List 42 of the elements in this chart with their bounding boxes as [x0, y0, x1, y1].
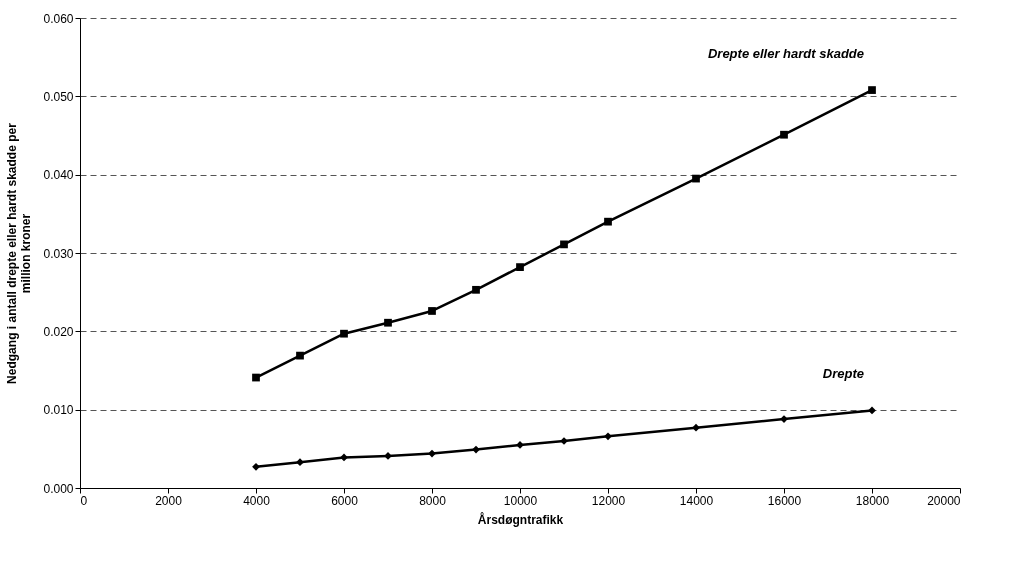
point — [604, 432, 612, 441]
x-tick-label: 12000 — [591, 493, 626, 508]
x-tick-label: 6000 — [331, 493, 359, 508]
point — [252, 373, 260, 382]
point — [692, 423, 700, 432]
x-tick-label: 8000 — [419, 493, 447, 508]
text: Drepte — [822, 366, 864, 382]
y-tick-label: 0.060 — [43, 11, 74, 26]
y-tick-label: 0.050 — [43, 89, 74, 104]
x-axis-title: Årsdøgntrafikk — [477, 511, 564, 527]
x-tick-label: 4000 — [243, 493, 271, 508]
point — [296, 458, 304, 467]
x-tick-label: 20000 — [927, 493, 961, 508]
point — [560, 240, 568, 249]
point — [472, 285, 480, 294]
x-tick-label: 2000 — [155, 493, 183, 508]
x-tick-label: 10000 — [503, 493, 538, 508]
point — [692, 174, 700, 183]
series-label: Drepte eller hardt skadde — [707, 46, 864, 62]
point — [340, 329, 348, 338]
x-tick-label: 14000 — [679, 493, 714, 508]
point — [384, 318, 392, 327]
point — [604, 217, 612, 226]
point — [296, 351, 304, 360]
x-tick-label: 0 — [80, 493, 88, 508]
x-tick-label: 18000 — [855, 493, 890, 508]
point — [428, 307, 436, 315]
y-tick-label: 0.000 — [43, 481, 74, 496]
y-tick-label: 0.010 — [43, 403, 74, 418]
point — [780, 130, 788, 139]
y-tick-label: 0.040 — [43, 168, 74, 183]
point — [340, 453, 348, 462]
point — [472, 445, 480, 454]
y-tick-label: 0.030 — [43, 246, 74, 261]
point — [868, 86, 876, 94]
point — [428, 449, 436, 458]
x-tick-label: 16000 — [767, 493, 802, 508]
y-axis-title: Nedgang i antall drepte eller hardt skadde per million kroner — [5, 122, 34, 384]
point — [252, 462, 260, 471]
point — [868, 406, 876, 415]
y-tick-label: 0.020 — [43, 324, 74, 339]
point — [516, 263, 524, 271]
